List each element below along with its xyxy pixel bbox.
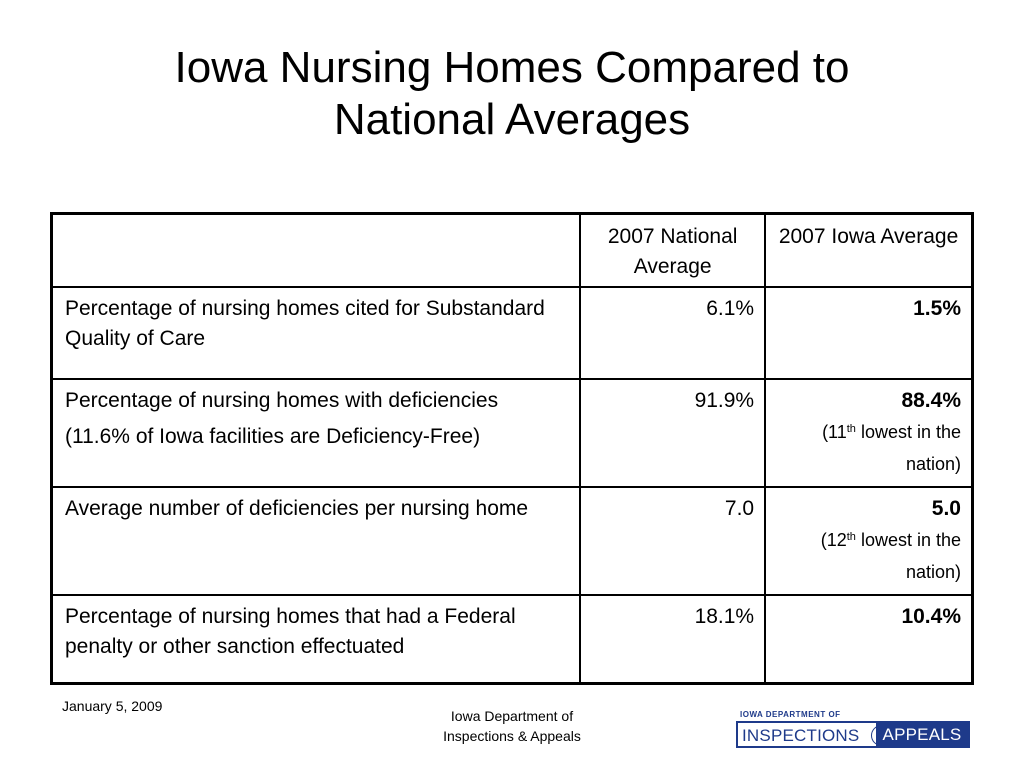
header-empty-cell [50,212,582,288]
rank-suffix: lowest in the nation) [855,529,961,582]
row-label: Average number of deficiencies per nursi… [65,496,529,520]
table-row: Average number of deficiencies per nursi… [50,485,974,596]
table-header-row: 2007 National Average 2007 Iowa Average [50,212,974,288]
iowa-value-cell: 1.5% [764,285,974,380]
header-national-average: 2007 National Average [579,212,767,288]
slide-title: Iowa Nursing Homes Compared to National … [0,42,1024,146]
national-rank-note: (11th lowest in the nation) [770,416,961,480]
table-row: Percentage of nursing homes that had a F… [50,593,974,685]
row-label: Percentage of nursing homes cited for Su… [65,296,545,350]
national-value: 6.1% [579,285,767,380]
national-value: 7.0 [579,485,767,596]
row-label-cell: Percentage of nursing homes cited for Su… [50,285,582,380]
iowa-value: 88.4% [901,388,961,412]
slide-title-line-1: Iowa Nursing Homes Compared to [174,43,850,92]
iowa-value-cell: 10.4% [764,593,974,685]
department-logo: IOWA DEPARTMENT OF INSPECTIONS & APPEALS [736,710,972,750]
row-note: (11.6% of Iowa facilities are Deficiency… [65,424,481,448]
department-line-1: Iowa Department of [450,708,574,724]
rank-suffix: lowest in the nation) [855,421,961,474]
iowa-value: 5.0 [931,496,961,520]
row-label-cell: Percentage of nursing homes with deficie… [50,377,582,488]
slide-title-line-2: National Averages [333,95,691,144]
row-label: Percentage of nursing homes with deficie… [65,388,499,412]
header-iowa-average: 2007 Iowa Average [764,212,974,288]
iowa-value: 1.5% [913,296,961,320]
iowa-value-cell: 88.4% (11th lowest in the nation) [764,377,974,488]
logo-inspections-text: INSPECTIONS [742,726,860,745]
iowa-value-cell: 5.0 (12th lowest in the nation) [764,485,974,596]
logo-appeals-text: APPEALS [876,723,968,746]
department-line-2: Inspections & Appeals [443,728,581,744]
rank-ordinal-suffix: th [846,530,856,543]
row-label: Percentage of nursing homes that had a F… [65,604,516,658]
table-row: Percentage of nursing homes cited for Su… [50,285,974,380]
rank-ordinal-suffix: th [846,422,856,435]
table-row: Percentage of nursing homes with deficie… [50,377,974,488]
rank-prefix: (12 [820,529,847,550]
rank-prefix: (11 [822,421,847,442]
footer-department: Iowa Department of Inspections & Appeals [410,706,614,746]
iowa-value: 10.4% [901,604,961,628]
footer-date: January 5, 2009 [62,698,163,714]
logo-box: INSPECTIONS & APPEALS [736,721,970,748]
national-value: 18.1% [579,593,767,685]
national-value: 91.9% [579,377,767,488]
row-label-cell: Average number of deficiencies per nursi… [50,485,582,596]
row-label-cell: Percentage of nursing homes that had a F… [50,593,582,685]
comparison-table: 2007 National Average 2007 Iowa Average … [50,212,974,685]
national-rank-note: (12th lowest in the nation) [770,524,961,588]
logo-top-text: IOWA DEPARTMENT OF [740,710,841,719]
